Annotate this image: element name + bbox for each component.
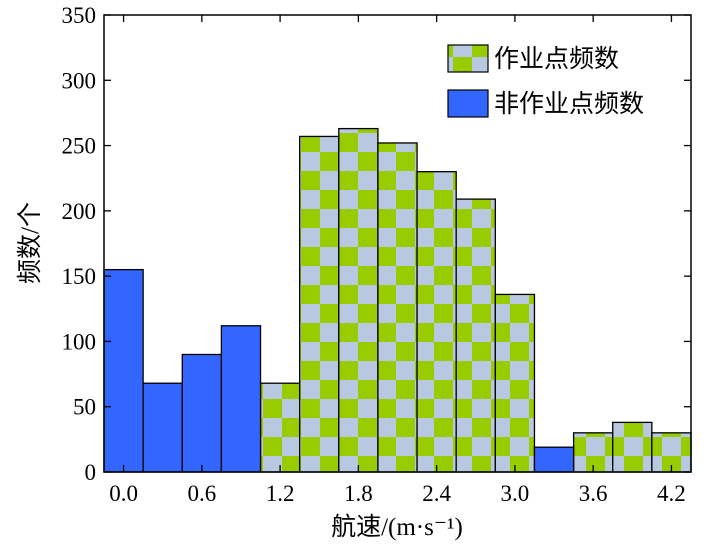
- bar-work-2.4: [416, 171, 457, 473]
- bar-nonwork-0.3: [142, 382, 183, 473]
- y-tick-label: 50: [73, 395, 96, 420]
- y-tick-label: 200: [62, 199, 97, 224]
- bar-work-2.7: [455, 198, 496, 473]
- y-axis-title: 频数/个: [16, 202, 44, 284]
- bar-nonwork-0.6: [181, 353, 223, 473]
- bar-nonwork-3.3: [533, 446, 575, 473]
- y-tick-label: 350: [62, 3, 97, 28]
- x-tick-label: 1.2: [266, 481, 295, 506]
- bar-work-1.2: [259, 382, 301, 473]
- x-axis-ticks: 0.0 0.6 1.2 1.8 2.4 3.0 3.6 4.2: [109, 15, 686, 506]
- y-axis-ticks: 0 50 100 150 200 250 300 350: [62, 3, 691, 485]
- plot-frame: [103, 14, 692, 473]
- legend-swatch-work: [447, 44, 489, 73]
- x-tick-label: 1.8: [344, 481, 373, 506]
- bar-work-1.5: [299, 135, 340, 473]
- y-tick-label: 0: [85, 460, 97, 485]
- y-tick-label: 150: [62, 264, 97, 289]
- bars-group: [103, 127, 692, 473]
- legend: 作业点频数 非作业点频数: [447, 44, 644, 118]
- y-tick-label: 100: [62, 329, 97, 354]
- x-tick-label: 3.0: [501, 481, 530, 506]
- legend-swatch-nonwork: [447, 89, 489, 118]
- y-tick-label: 250: [62, 134, 97, 159]
- x-tick-label: 2.4: [422, 481, 451, 506]
- y-tick-label: 300: [62, 68, 97, 93]
- x-axis-title: 航速/(m·s⁻¹): [331, 513, 463, 541]
- x-tick-label: 4.2: [657, 481, 686, 506]
- bar-work-2.1: [377, 142, 418, 473]
- bar-nonwork-0.0: [103, 268, 144, 473]
- x-tick-label: 0.0: [109, 481, 138, 506]
- legend-label-nonwork: 非作业点频数: [494, 90, 644, 118]
- bar-work-3.0: [494, 293, 536, 473]
- bar-work-1.8: [338, 127, 379, 473]
- x-tick-label: 0.6: [187, 481, 216, 506]
- legend-label-work: 作业点频数: [494, 45, 619, 73]
- x-tick-label: 3.6: [579, 481, 608, 506]
- bar-work-3.9: [612, 421, 653, 473]
- bar-nonwork-0.9: [220, 325, 262, 473]
